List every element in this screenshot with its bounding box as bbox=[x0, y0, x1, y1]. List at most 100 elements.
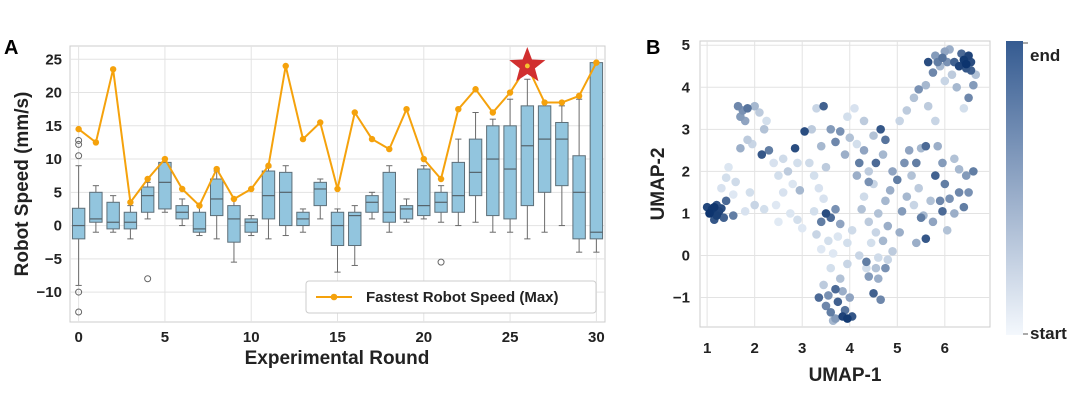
umap-point bbox=[771, 200, 781, 210]
umap-x-label: UMAP-1 bbox=[809, 365, 882, 386]
umap-point bbox=[831, 314, 840, 323]
umap-point bbox=[828, 249, 838, 258]
umap-point bbox=[945, 194, 954, 204]
umap-point bbox=[878, 236, 888, 246]
max-speed-point bbox=[109, 66, 117, 73]
umap-point bbox=[840, 150, 850, 159]
umap-point bbox=[876, 125, 885, 134]
umap-point bbox=[904, 146, 914, 155]
umap-point bbox=[940, 179, 950, 189]
highlight-star-center bbox=[524, 63, 530, 69]
box bbox=[382, 171, 396, 223]
umap-point bbox=[745, 188, 755, 197]
umap-point bbox=[859, 146, 869, 155]
max-speed-point bbox=[472, 86, 479, 93]
y-axis-label: Robot Speed (mm/s) bbox=[12, 92, 33, 277]
umap-point bbox=[931, 171, 940, 180]
max-speed-point bbox=[386, 145, 393, 153]
box bbox=[140, 186, 155, 213]
umap-point bbox=[764, 146, 774, 155]
umap-point bbox=[719, 213, 729, 222]
umap-point bbox=[921, 234, 931, 243]
max-speed-point bbox=[196, 202, 203, 209]
box-outlier bbox=[75, 308, 83, 316]
box-outlier bbox=[75, 140, 83, 148]
legend-label: Fastest Robot Speed (Max) bbox=[366, 289, 559, 306]
umap-point bbox=[728, 190, 738, 199]
umap-point bbox=[759, 204, 769, 214]
max-speed-point bbox=[541, 99, 548, 106]
max-speed-point bbox=[248, 185, 255, 193]
umap-x-tick-label: 4 bbox=[846, 340, 855, 357]
umap-point bbox=[743, 103, 752, 113]
umap-x-tick-label: 1 bbox=[703, 340, 711, 357]
y-tick-label: 15 bbox=[45, 118, 62, 135]
box bbox=[417, 168, 431, 217]
max-speed-point bbox=[161, 155, 169, 163]
max-speed-point bbox=[127, 199, 134, 206]
umap-point bbox=[793, 215, 802, 225]
umap-point bbox=[900, 158, 909, 168]
umap-point bbox=[897, 207, 907, 216]
umap-point bbox=[750, 200, 759, 210]
umap-point bbox=[835, 274, 845, 283]
y-tick-label: 20 bbox=[45, 85, 62, 102]
umap-point bbox=[869, 289, 878, 298]
umap-point bbox=[928, 217, 938, 227]
umap-point bbox=[895, 228, 904, 237]
umap-point bbox=[938, 53, 947, 63]
y-tick-label: 10 bbox=[45, 151, 62, 168]
umap-x-tick-label: 6 bbox=[941, 340, 949, 357]
max-speed-point bbox=[593, 59, 600, 66]
umap-point bbox=[843, 314, 852, 323]
box bbox=[71, 207, 86, 240]
umap-point bbox=[705, 209, 714, 218]
umap-point bbox=[869, 131, 878, 140]
umap-point bbox=[821, 301, 831, 311]
x-tick-label: 15 bbox=[329, 329, 346, 346]
umap-point bbox=[961, 171, 971, 180]
umap-y-tick-label: 5 bbox=[682, 37, 690, 54]
umap-point bbox=[959, 202, 969, 212]
legend: Fastest Robot Speed (Max) bbox=[305, 280, 597, 314]
umap-point bbox=[762, 116, 771, 126]
x-tick-label: 5 bbox=[161, 329, 169, 346]
umap-point bbox=[774, 171, 783, 180]
umap-point bbox=[816, 217, 826, 227]
umap-scatter-panel: 1 2 3 4 5 6 −1 0 1 2 3 4 5 UMAP-1 UMAP-2 end start bbox=[648, 37, 1067, 386]
umap-point bbox=[740, 207, 750, 216]
umap-point bbox=[947, 70, 957, 79]
x-tick-label: 20 bbox=[415, 329, 432, 346]
umap-point bbox=[783, 167, 793, 176]
max-speed-point bbox=[455, 105, 462, 113]
umap-point bbox=[790, 143, 800, 153]
umap-point bbox=[788, 179, 798, 189]
umap-point bbox=[819, 280, 828, 290]
max-speed-point bbox=[213, 165, 220, 173]
max-speed-point bbox=[558, 99, 566, 106]
box bbox=[158, 161, 172, 210]
umap-point bbox=[952, 82, 962, 92]
box bbox=[486, 125, 500, 217]
umap-point bbox=[778, 154, 788, 164]
max-speed-point bbox=[178, 185, 186, 193]
umap-y-tick-label: 4 bbox=[682, 79, 691, 96]
umap-point bbox=[928, 68, 938, 77]
umap-point bbox=[852, 171, 862, 180]
box-series bbox=[71, 62, 604, 316]
umap-point bbox=[914, 85, 923, 94]
umap-point bbox=[876, 295, 885, 304]
max-speed-series bbox=[75, 47, 600, 209]
box bbox=[227, 205, 241, 243]
umap-point bbox=[807, 125, 817, 134]
umap-point bbox=[964, 93, 973, 103]
max-speed-point bbox=[506, 89, 514, 96]
umap-point bbox=[871, 158, 881, 168]
umap-point bbox=[954, 164, 964, 174]
umap-point bbox=[728, 211, 738, 220]
umap-point bbox=[845, 293, 855, 302]
umap-point bbox=[826, 307, 836, 317]
legend-box bbox=[305, 280, 597, 314]
umap-point bbox=[909, 93, 919, 103]
umap-point bbox=[871, 263, 881, 273]
